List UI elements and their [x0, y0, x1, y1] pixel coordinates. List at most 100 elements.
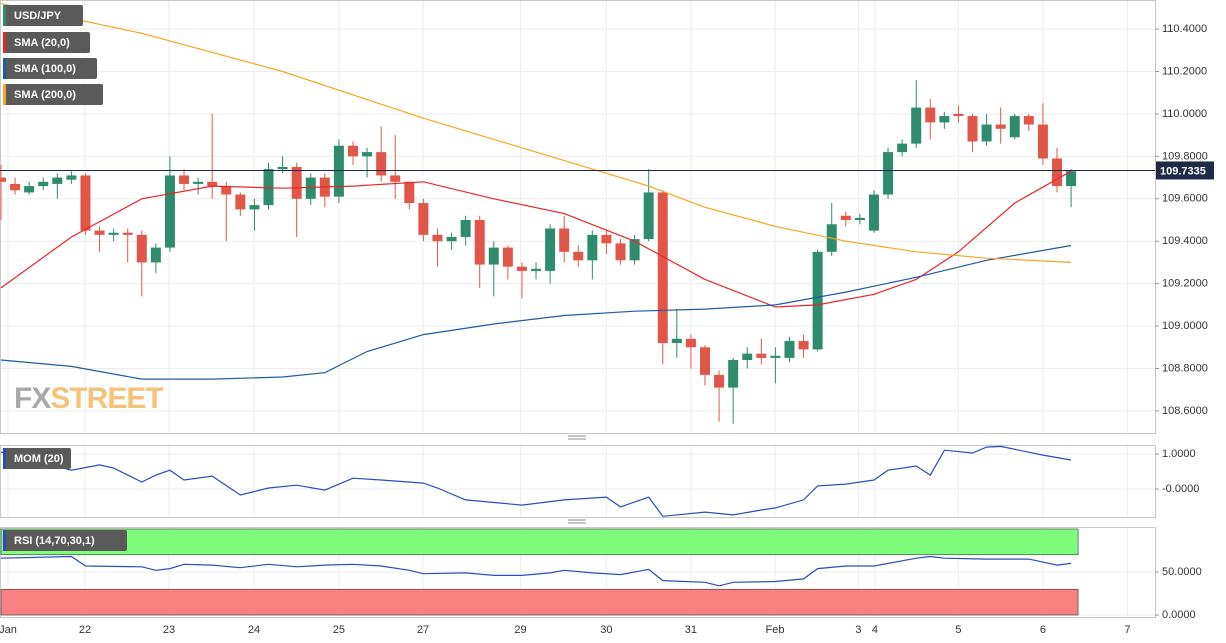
- y-tick-label: 110.4000: [1162, 23, 1207, 35]
- candle-body: [0, 177, 6, 182]
- indicator-line: [0, 244, 1072, 380]
- candle-body: [502, 247, 513, 267]
- candle-body: [52, 177, 63, 184]
- candle-body: [404, 181, 415, 204]
- legend-box: [3, 58, 97, 79]
- candle-body: [601, 234, 612, 244]
- x-tick-label: 27: [417, 624, 429, 636]
- candle-body: [207, 181, 218, 187]
- last-price-box: [1156, 161, 1214, 180]
- candle-body: [643, 192, 654, 240]
- y-tick-label: 109.4000: [1162, 235, 1208, 247]
- legend-label: USD/JPY: [14, 10, 62, 22]
- candle-body: [573, 251, 584, 261]
- indicator-line: [0, 445, 1072, 517]
- candle-body: [164, 175, 175, 248]
- candle-body: [488, 247, 499, 265]
- candle-body: [854, 217, 865, 221]
- candle-body: [1052, 158, 1063, 187]
- candle-body: [559, 228, 570, 252]
- x-tick-label: 31: [685, 624, 697, 636]
- y-tick-label: 109.2000: [1162, 278, 1208, 290]
- legend-label: SMA (200,0): [14, 89, 76, 101]
- panel-resize-handle[interactable]: [568, 435, 586, 524]
- candle-body: [1009, 116, 1020, 138]
- candle-body: [516, 266, 527, 271]
- candle-body: [531, 268, 542, 271]
- candle-body: [685, 338, 696, 348]
- candle-body: [742, 353, 753, 361]
- candle-body: [193, 181, 204, 184]
- y-tick-label: 50.0000: [1162, 566, 1202, 578]
- candle-body: [333, 145, 344, 197]
- candle-body: [897, 143, 908, 153]
- candle-body: [784, 340, 795, 358]
- plot-layer: 108.6000 108.8000 109.0000 109.2000 109.4000…: [0, 1, 1214, 636]
- candle-body: [953, 113, 964, 117]
- candle-body: [418, 203, 429, 235]
- candle-body: [967, 116, 978, 142]
- candle-body: [474, 220, 485, 265]
- x-tick-label: 24: [248, 624, 260, 636]
- candle-body: [305, 177, 316, 199]
- last-price-label: 109.7335: [1160, 165, 1206, 177]
- candle-body: [756, 353, 767, 358]
- candle-body: [657, 192, 668, 344]
- candle-body: [66, 175, 77, 180]
- candle-body: [221, 186, 232, 195]
- candle-body: [277, 166, 288, 170]
- candle-body: [235, 194, 246, 210]
- x-tick-label: 22: [79, 624, 91, 636]
- legend-box: [3, 84, 103, 105]
- y-tick-label: 108.8000: [1162, 362, 1208, 374]
- candle-body: [249, 205, 260, 210]
- y-tick-label: 109.6000: [1162, 193, 1208, 205]
- candle-body: [24, 186, 35, 193]
- candle-body: [699, 347, 710, 375]
- candle-body: [587, 234, 598, 261]
- x-tick-label: Feb: [765, 624, 784, 636]
- legend-swatch: [3, 5, 6, 26]
- candle-body: [840, 215, 851, 221]
- candle-body: [728, 360, 739, 388]
- legend-box: [3, 5, 83, 26]
- candle-body: [868, 194, 879, 231]
- candle-body: [1066, 171, 1077, 187]
- candle-body: [1037, 124, 1048, 159]
- indicator-line: [0, 170, 1072, 308]
- candle-body: [80, 175, 91, 231]
- candle-body: [108, 232, 119, 235]
- legend-swatch: [3, 84, 6, 105]
- zone-band: [0, 588, 1079, 616]
- x-tick-label: 30: [600, 624, 612, 636]
- watermark-part: STREET: [50, 382, 163, 415]
- candle-body: [995, 124, 1006, 129]
- x-tick-label: 29: [514, 624, 526, 636]
- candle-body: [136, 234, 147, 263]
- candle-body: [150, 247, 161, 263]
- candle-body: [94, 230, 105, 235]
- x-tick-label: 6: [1040, 624, 1046, 636]
- candle-body: [362, 152, 373, 157]
- legend-label: MOM (20): [14, 453, 64, 465]
- legend-swatch: [3, 530, 6, 551]
- candle-body: [122, 232, 133, 235]
- x-tick-label: 5: [955, 624, 961, 636]
- mom-panel-frame: [0, 445, 1156, 518]
- legend-label: SMA (20,0): [14, 37, 70, 49]
- candle-body: [812, 251, 823, 350]
- candle-body: [179, 175, 190, 184]
- legend-label: RSI (14,70,30,1): [14, 535, 95, 547]
- legend-box: [3, 530, 127, 551]
- legend-swatch: [3, 32, 6, 53]
- legend-label: SMA (100,0): [14, 63, 76, 75]
- x-tick-label: 25: [333, 624, 345, 636]
- x-tick-label: 4: [872, 624, 878, 636]
- candle-body: [1023, 116, 1034, 125]
- candle-body: [460, 220, 471, 237]
- candle-body: [347, 145, 358, 157]
- legend-box: [3, 448, 71, 469]
- indicator-line: [0, 555, 1072, 587]
- y-tick-label: 109.8000: [1162, 150, 1208, 162]
- candle-body: [798, 340, 809, 350]
